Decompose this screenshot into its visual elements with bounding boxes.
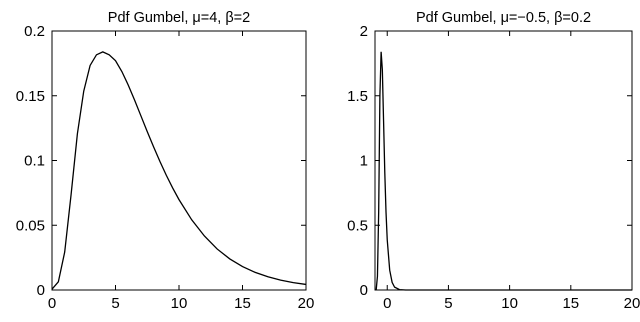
right-chart-title: Pdf Gumbel, μ=−0.5, β=0.2 (416, 10, 591, 26)
right-plot-frame (374, 30, 633, 291)
left-x-tick-label: 5 (111, 295, 119, 312)
left-y-tick-label: 0 (37, 282, 45, 299)
right-x-tick-label: 10 (501, 295, 518, 312)
right-x-tick-label: 0 (383, 295, 391, 312)
left-y-tick-label: 0.15 (16, 88, 45, 105)
right-chart-panel: Pdf Gumbel, μ=−0.5, β=0.2 0 5 10 15 20 0 0.5 1 1.… (347, 10, 640, 312)
right-y-tick-label: 0 (360, 282, 368, 299)
left-plot-frame (51, 30, 307, 291)
left-pdf-curve (51, 51, 307, 290)
left-x-tick-label: 0 (48, 295, 56, 312)
right-x-tick-label: 5 (444, 295, 452, 312)
right-x-tick-label: 20 (624, 295, 640, 312)
right-y-tick-label: 1.5 (347, 88, 368, 105)
left-x-tick-label: 10 (171, 295, 188, 312)
right-y-tick-label: 1 (360, 153, 368, 170)
left-x-tick-label: 15 (234, 295, 251, 312)
left-y-tick-label: 0.1 (24, 153, 45, 170)
left-x-tick-label: 20 (298, 295, 315, 312)
left-chart-panel: Pdf Gumbel, μ=4, β=2 0 5 10 15 20 0 0.05 0.1 0.15… (16, 10, 315, 312)
right-y-tick-label: 0.5 (347, 217, 368, 234)
right-pdf-curve (374, 51, 632, 291)
right-x-tick-label: 15 (562, 295, 579, 312)
left-chart-title: Pdf Gumbel, μ=4, β=2 (108, 10, 250, 26)
left-y-tick-label: 0.2 (24, 23, 45, 40)
left-y-tick-label: 0.05 (16, 217, 45, 234)
right-y-tick-label: 2 (360, 23, 368, 40)
